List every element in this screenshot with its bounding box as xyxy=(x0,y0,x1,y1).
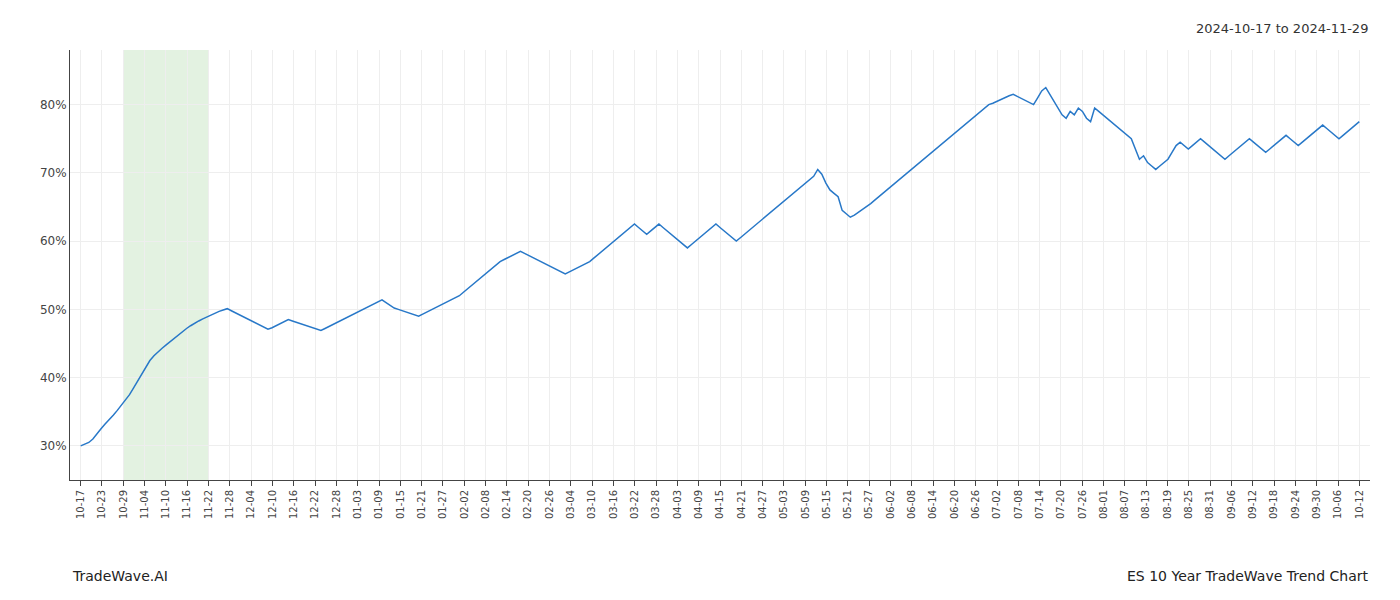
svg-text:02-02: 02-02 xyxy=(459,490,470,519)
svg-text:2024-10-17 to 2024-11-29: 2024-10-17 to 2024-11-29 xyxy=(1196,21,1368,36)
svg-text:08-01: 08-01 xyxy=(1098,490,1109,519)
svg-text:12-22: 12-22 xyxy=(309,490,320,519)
svg-text:05-15: 05-15 xyxy=(821,490,832,519)
svg-text:05-03: 05-03 xyxy=(778,490,789,519)
svg-text:07-08: 07-08 xyxy=(1013,490,1024,519)
svg-text:01-21: 01-21 xyxy=(416,490,427,519)
svg-text:08-07: 08-07 xyxy=(1119,490,1130,519)
svg-text:06-20: 06-20 xyxy=(949,490,960,519)
svg-text:11-22: 11-22 xyxy=(203,490,214,519)
svg-text:08-19: 08-19 xyxy=(1162,490,1173,519)
svg-text:10-23: 10-23 xyxy=(96,490,107,519)
svg-text:01-03: 01-03 xyxy=(352,490,363,519)
svg-text:10-06: 10-06 xyxy=(1332,490,1343,519)
svg-text:04-21: 04-21 xyxy=(736,490,747,519)
svg-text:10-17: 10-17 xyxy=(75,490,86,519)
svg-text:04-15: 04-15 xyxy=(714,490,725,519)
svg-text:04-03: 04-03 xyxy=(672,490,683,519)
svg-text:11-04: 11-04 xyxy=(139,490,150,519)
svg-text:11-28: 11-28 xyxy=(224,490,235,519)
svg-text:06-08: 06-08 xyxy=(906,490,917,519)
svg-text:50%: 50% xyxy=(40,303,67,317)
svg-text:03-10: 03-10 xyxy=(586,490,597,519)
svg-text:06-02: 06-02 xyxy=(885,490,896,519)
svg-text:03-28: 03-28 xyxy=(650,490,661,519)
svg-text:05-09: 05-09 xyxy=(800,490,811,519)
svg-text:01-15: 01-15 xyxy=(395,490,406,519)
svg-text:07-14: 07-14 xyxy=(1034,490,1045,519)
svg-text:08-13: 08-13 xyxy=(1140,490,1151,519)
svg-text:07-20: 07-20 xyxy=(1055,490,1066,519)
svg-text:03-16: 03-16 xyxy=(608,490,619,519)
svg-text:05-21: 05-21 xyxy=(842,490,853,519)
svg-text:09-30: 09-30 xyxy=(1311,490,1322,519)
svg-text:10-29: 10-29 xyxy=(118,490,129,519)
svg-text:12-16: 12-16 xyxy=(288,490,299,519)
svg-text:11-10: 11-10 xyxy=(160,490,171,519)
svg-text:12-10: 12-10 xyxy=(267,490,278,519)
svg-text:03-22: 03-22 xyxy=(629,490,640,519)
svg-text:06-26: 06-26 xyxy=(970,490,981,519)
svg-text:30%: 30% xyxy=(40,439,67,453)
svg-text:ES 10 Year TradeWave Trend Cha: ES 10 Year TradeWave Trend Chart xyxy=(1127,568,1368,584)
svg-text:TradeWave.AI: TradeWave.AI xyxy=(72,568,168,584)
svg-text:01-09: 01-09 xyxy=(373,490,384,519)
svg-text:12-04: 12-04 xyxy=(245,490,256,519)
svg-text:10-12: 10-12 xyxy=(1354,490,1365,519)
svg-text:07-02: 07-02 xyxy=(991,490,1002,519)
svg-text:05-27: 05-27 xyxy=(863,490,874,519)
svg-text:08-25: 08-25 xyxy=(1183,490,1194,519)
svg-text:09-06: 09-06 xyxy=(1226,490,1237,519)
svg-text:03-04: 03-04 xyxy=(565,490,576,519)
svg-text:04-09: 04-09 xyxy=(693,490,704,519)
svg-text:09-18: 09-18 xyxy=(1268,490,1279,519)
svg-text:02-26: 02-26 xyxy=(544,490,555,519)
svg-text:01-27: 01-27 xyxy=(437,490,448,519)
svg-text:07-26: 07-26 xyxy=(1077,490,1088,519)
svg-text:09-24: 09-24 xyxy=(1290,490,1301,519)
svg-text:70%: 70% xyxy=(40,166,67,180)
svg-text:02-14: 02-14 xyxy=(501,490,512,519)
svg-text:80%: 80% xyxy=(40,98,67,112)
svg-text:11-16: 11-16 xyxy=(181,490,192,519)
svg-text:04-27: 04-27 xyxy=(757,490,768,519)
svg-text:40%: 40% xyxy=(40,371,67,385)
svg-text:06-14: 06-14 xyxy=(927,490,938,519)
svg-text:02-08: 02-08 xyxy=(480,490,491,519)
svg-text:60%: 60% xyxy=(40,234,67,248)
svg-text:08-31: 08-31 xyxy=(1204,490,1215,519)
svg-text:12-28: 12-28 xyxy=(331,490,342,519)
svg-text:09-12: 09-12 xyxy=(1247,490,1258,519)
svg-text:02-20: 02-20 xyxy=(522,490,533,519)
